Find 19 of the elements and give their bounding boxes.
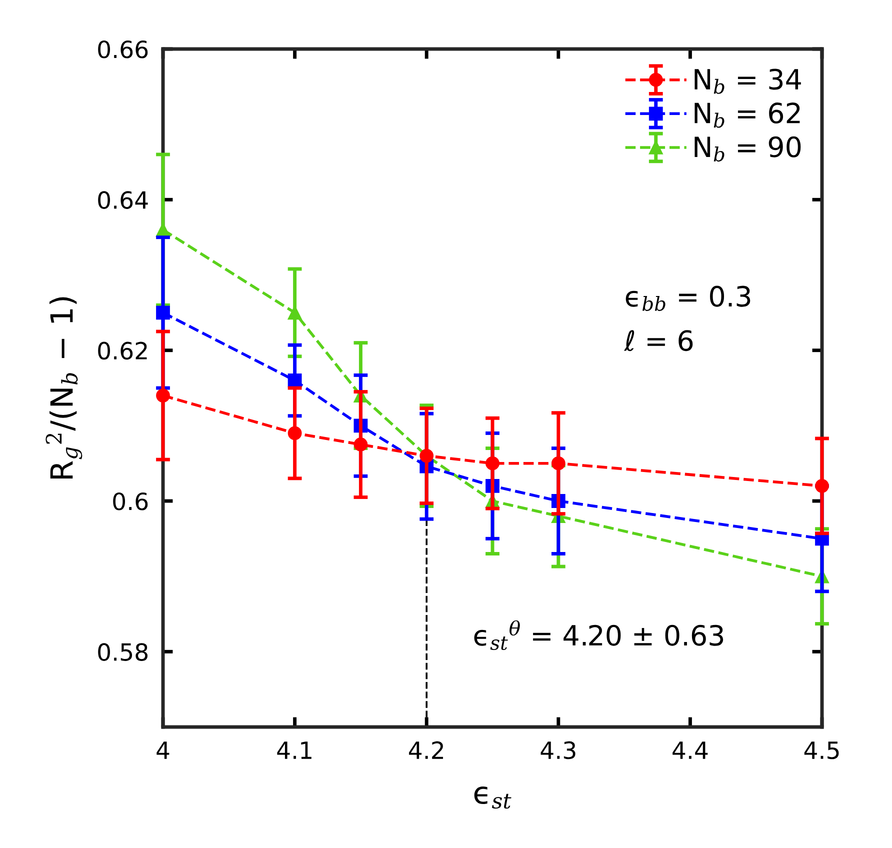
y-tick-label: 0.66	[98, 40, 148, 58]
annotation: ϵ$_{st}$$^{θ}$ = 4.20 ± 0.63	[474, 620, 724, 650]
legend-label: N$_{b}$ = 90	[694, 136, 801, 162]
y-tick-label: 0.58	[98, 643, 148, 661]
x-tick-label: 4	[156, 742, 170, 759]
annotation: ϵ$_{bb}$ = 0.3	[626, 286, 750, 312]
y-tick-label: 0.62	[98, 342, 147, 360]
x-axis-title: ϵ$_{st}$	[474, 786, 512, 809]
y-tick-label: 0.64	[98, 191, 148, 209]
y-axis-title: R$_{g}$$^{2}$/(N$_{b}$ − 1)	[46, 297, 82, 478]
x-tick-label: 4.2	[408, 741, 444, 759]
x-tick-label: 4.1	[277, 742, 312, 759]
x-tick-label: 4.3	[540, 741, 576, 760]
legend-label: N$_{b}$ = 62	[694, 102, 800, 128]
y-tick-label: 0.6	[113, 492, 148, 510]
x-tick-label: 4.4	[672, 742, 708, 759]
x-tick-label: 4.5	[804, 742, 839, 760]
annotation: ℓ = 6	[624, 330, 693, 352]
legend-label: N$_{b}$ = 34	[694, 68, 801, 94]
